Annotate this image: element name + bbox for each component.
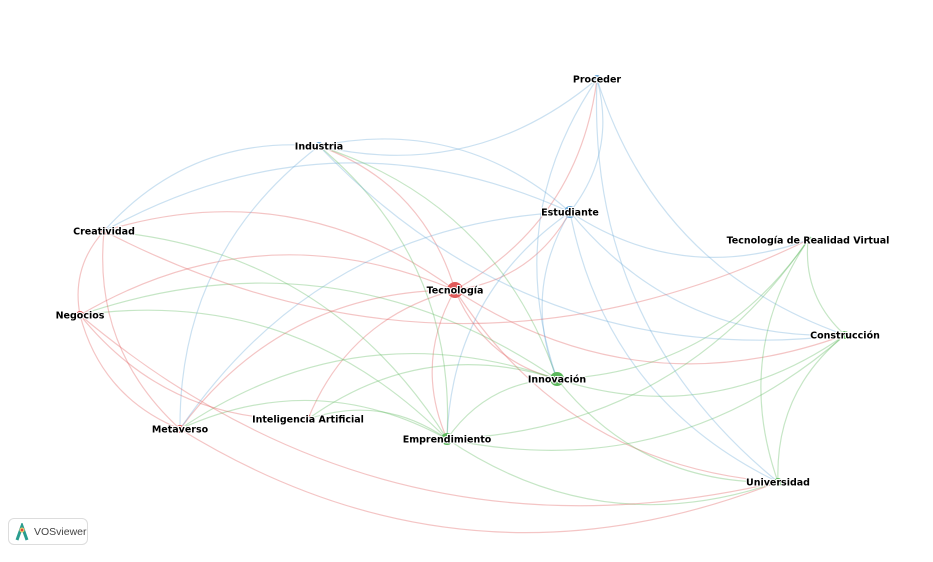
edge-16	[569, 211, 846, 336]
edge-46	[536, 78, 598, 380]
edge-20	[446, 378, 558, 440]
node-label-11[interactable]: Construcción	[809, 330, 881, 343]
nodes-layer	[76, 75, 849, 486]
node-label-5[interactable]: Proceder	[572, 74, 622, 87]
edge-38	[103, 144, 320, 232]
edge-17	[569, 211, 779, 483]
node-label-7[interactable]: Negocios	[55, 310, 106, 323]
node-label-4[interactable]: Industria	[294, 141, 344, 154]
node-label-1[interactable]: Estudiante	[540, 207, 600, 220]
edge-40	[77, 230, 105, 316]
edge-35	[307, 409, 448, 440]
edge-9	[454, 289, 846, 365]
edge-32	[79, 309, 448, 440]
node-12[interactable]	[774, 478, 782, 486]
edge-49	[777, 334, 846, 483]
edge-19	[179, 211, 571, 430]
edge-15	[569, 211, 809, 258]
edge-33	[103, 230, 448, 440]
edge-41	[102, 230, 181, 430]
edge-18	[103, 162, 571, 232]
edge-51	[79, 314, 779, 507]
edge-0	[454, 211, 571, 291]
edge-25	[79, 282, 558, 380]
edge-10	[454, 78, 598, 291]
node-label-3[interactable]: Emprendimiento	[402, 434, 493, 447]
edge-44	[596, 78, 846, 336]
edge-12	[446, 211, 571, 440]
edge-28	[446, 239, 809, 440]
edge-2	[431, 289, 456, 440]
vosviewer-logo-icon	[15, 522, 29, 541]
edge-8	[454, 289, 779, 483]
edge-11	[541, 211, 571, 380]
node-2[interactable]	[550, 372, 564, 386]
node-5[interactable]	[593, 75, 601, 83]
edge-13	[318, 138, 571, 213]
node-7[interactable]	[76, 311, 84, 319]
edge-6	[179, 289, 456, 430]
edge-36	[318, 78, 598, 156]
node-6[interactable]	[100, 227, 108, 235]
node-label-6[interactable]: Creatividad	[72, 226, 136, 239]
edge-48	[760, 239, 809, 483]
edge-23	[556, 378, 779, 483]
node-label-9[interactable]: Inteligencia Artificial	[251, 414, 365, 427]
edge-3	[318, 145, 456, 291]
node-label-12[interactable]: Universidad	[745, 477, 811, 490]
edge-50	[179, 428, 779, 534]
edge-39	[318, 145, 846, 341]
node-label-8[interactable]: Metaverso	[151, 424, 210, 437]
node-1[interactable]	[564, 206, 576, 218]
node-11[interactable]	[841, 331, 849, 339]
edge-14	[569, 78, 604, 213]
node-4[interactable]	[315, 142, 323, 150]
node-9[interactable]	[304, 415, 312, 423]
labels-layer: Tecnología Estudiante Innovación Emprendimi…	[55, 74, 891, 490]
node-10[interactable]	[804, 236, 812, 244]
edge-42	[79, 314, 181, 430]
edge-31	[179, 399, 448, 440]
edge-1	[454, 289, 558, 380]
node-3[interactable]	[441, 433, 453, 445]
edge-34	[318, 145, 449, 440]
edges-layer	[77, 78, 846, 534]
node-label-0[interactable]: Tecnología	[426, 285, 485, 298]
edge-27	[307, 364, 558, 420]
edge-37	[179, 145, 320, 430]
logo-text: VOSviewer	[34, 525, 87, 538]
vosviewer-logo[interactable]: VOSviewer	[8, 518, 88, 545]
edge-21	[556, 239, 809, 380]
edge-24	[318, 145, 558, 380]
edge-22	[556, 334, 846, 397]
edge-52	[103, 230, 809, 325]
edge-47	[806, 239, 846, 336]
edge-4	[103, 211, 456, 291]
node-0[interactable]	[447, 282, 463, 298]
edge-43	[79, 314, 309, 420]
edge-30	[446, 438, 779, 506]
node-label-2[interactable]: Innovación	[527, 374, 588, 387]
edge-7	[307, 289, 456, 420]
edge-29	[446, 334, 846, 451]
edge-45	[595, 78, 779, 483]
node-label-10[interactable]: Tecnología de Realidad Virtual	[726, 235, 891, 248]
edge-26	[179, 352, 558, 430]
node-8[interactable]	[176, 425, 184, 433]
edge-5	[79, 254, 456, 316]
